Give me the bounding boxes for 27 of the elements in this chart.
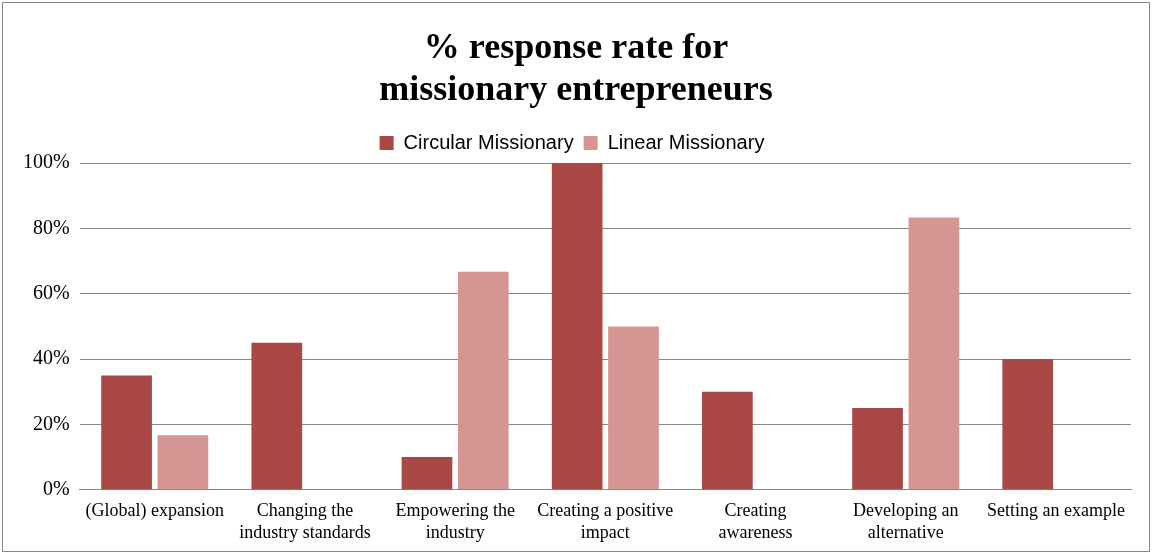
legend-label: Circular Missionary	[403, 130, 574, 153]
bar	[101, 375, 152, 490]
y-tick-label: 60%	[32, 280, 70, 303]
bar	[702, 391, 753, 490]
y-tick-label: 0%	[42, 477, 70, 500]
y-tick-label: 40%	[32, 346, 70, 369]
bar	[251, 342, 303, 490]
bar	[401, 457, 453, 490]
x-tick-label: Creating awareness	[718, 500, 793, 542]
bar	[157, 435, 209, 490]
x-tick-label: Setting an example	[986, 500, 1125, 521]
x-tick-label: Developing an alternative	[852, 500, 959, 542]
bar	[608, 326, 659, 490]
bar	[852, 408, 903, 490]
bar	[1002, 359, 1054, 490]
x-tick-label: Creating a positive impact	[537, 500, 674, 542]
chart-title: % response rate for missionary entrepreneurs	[378, 25, 774, 109]
y-tick-label: 100%	[22, 150, 70, 173]
y-tick-label: 80%	[32, 215, 70, 238]
bar	[908, 217, 960, 490]
bar	[457, 271, 509, 490]
x-tick-label: Empowering the industry	[395, 500, 515, 542]
x-tick-label: (Global) expansion	[85, 500, 224, 522]
y-tick-label: 20%	[32, 411, 70, 434]
legend-label: Linear Missionary	[607, 130, 765, 153]
x-tick-label: Changing the industry standards	[239, 500, 371, 542]
bar	[551, 163, 603, 490]
